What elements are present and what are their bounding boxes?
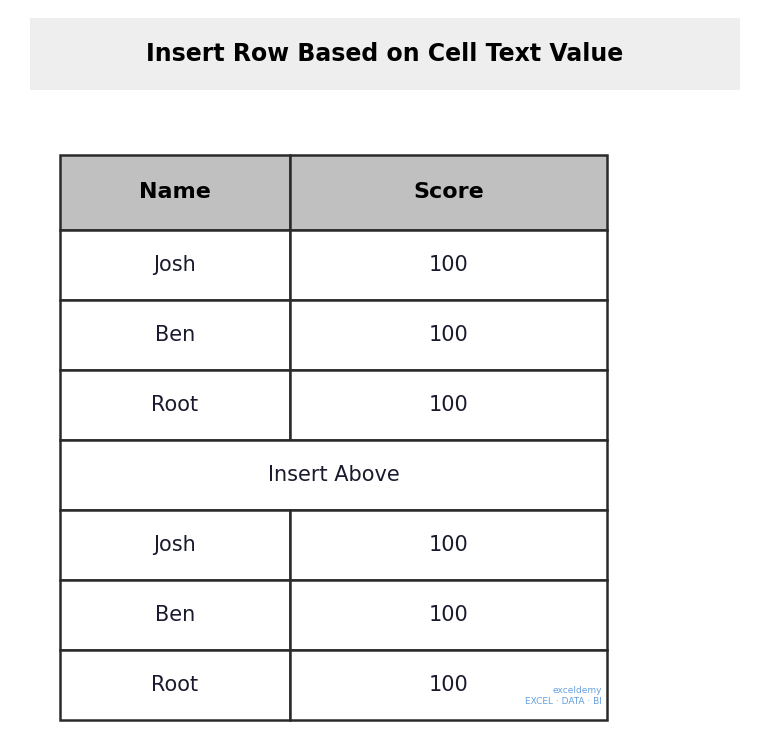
Bar (60, 510, 290, 580)
Text: Ben: Ben (155, 325, 195, 345)
Text: Name: Name (139, 183, 211, 203)
Text: Insert Row Based on Cell Text Value: Insert Row Based on Cell Text Value (146, 42, 624, 66)
Text: Root: Root (151, 395, 199, 415)
Text: Score: Score (413, 183, 484, 203)
Text: 100: 100 (429, 395, 468, 415)
Bar (60, 230, 290, 300)
Text: 100: 100 (429, 605, 468, 625)
Bar (60, 370, 290, 440)
Bar (290, 580, 607, 650)
Bar (60, 580, 290, 650)
Bar (60, 440, 607, 510)
Text: 100: 100 (429, 675, 468, 695)
Text: exceldemy
EXCEL · DATA · BI: exceldemy EXCEL · DATA · BI (525, 686, 602, 706)
Text: Root: Root (151, 675, 199, 695)
Bar (60, 155, 290, 230)
Text: Josh: Josh (153, 535, 196, 555)
Bar (30, 18, 740, 90)
Text: Insert Above: Insert Above (268, 465, 400, 485)
Text: 100: 100 (429, 255, 468, 275)
Bar (290, 510, 607, 580)
Text: 100: 100 (429, 535, 468, 555)
Text: 100: 100 (429, 325, 468, 345)
Bar (290, 300, 607, 370)
Bar (60, 650, 290, 720)
Bar (290, 230, 607, 300)
Bar (60, 300, 290, 370)
Text: Josh: Josh (153, 255, 196, 275)
Bar (290, 370, 607, 440)
Bar (290, 155, 607, 230)
Bar (290, 650, 607, 720)
Text: Ben: Ben (155, 605, 195, 625)
